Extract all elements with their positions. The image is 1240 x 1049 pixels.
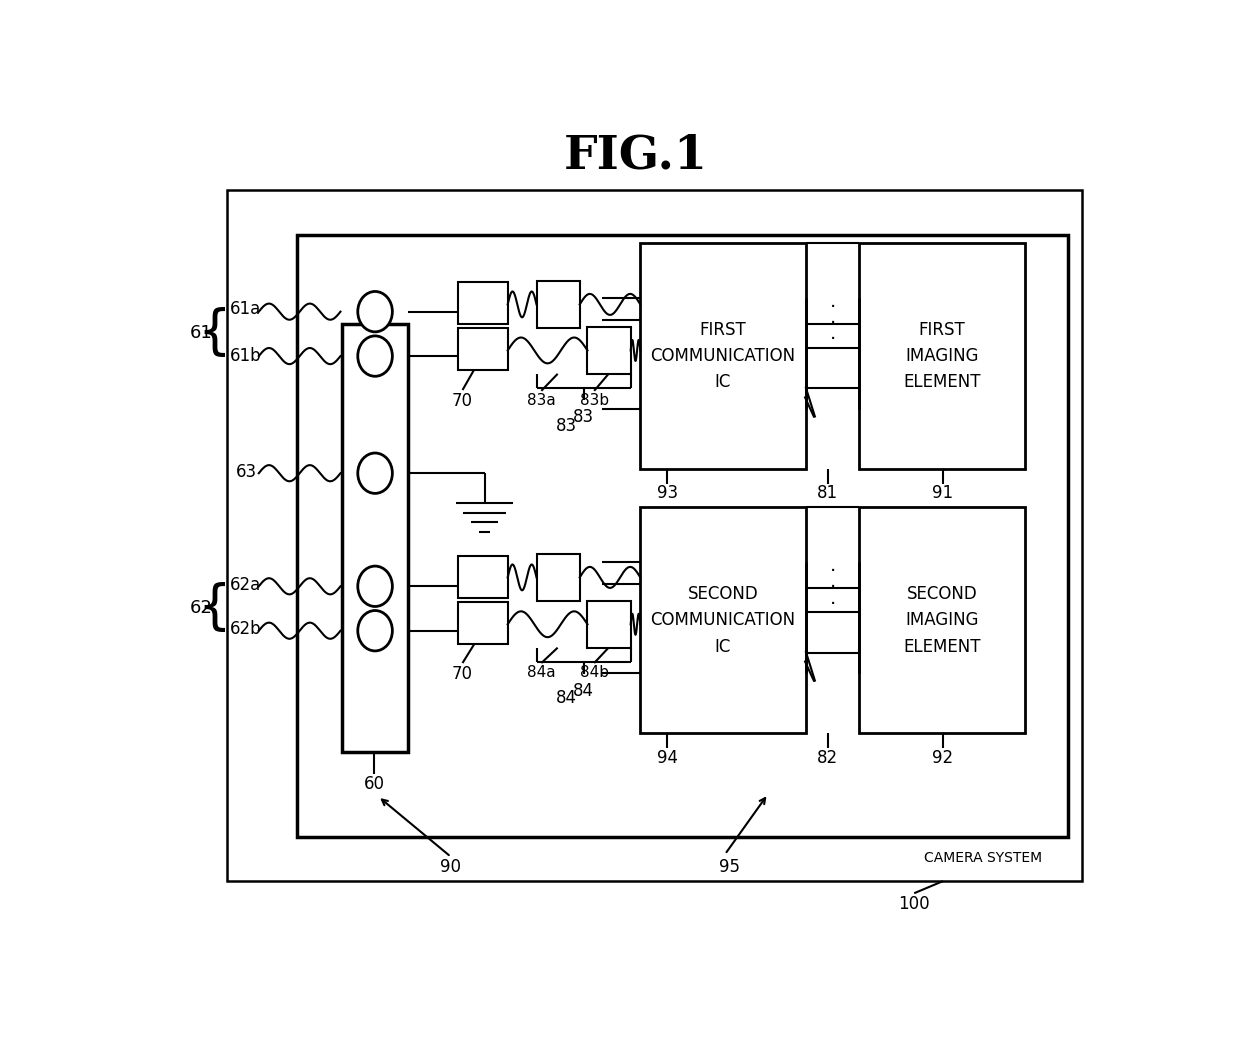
Text: SECOND
IMAGING
ELEMENT: SECOND IMAGING ELEMENT xyxy=(903,584,981,656)
Text: 83: 83 xyxy=(556,418,577,435)
Bar xyxy=(458,327,507,370)
Text: 83b: 83b xyxy=(579,393,609,408)
Text: 61a: 61a xyxy=(229,300,260,318)
Ellipse shape xyxy=(358,611,392,650)
Text: 84: 84 xyxy=(556,689,577,707)
Bar xyxy=(458,282,507,324)
Text: ·: · xyxy=(830,330,836,349)
Bar xyxy=(227,191,1083,881)
Bar xyxy=(859,507,1024,733)
Text: 84a: 84a xyxy=(527,665,556,680)
Text: 84b: 84b xyxy=(579,665,609,680)
Text: ·: · xyxy=(830,595,836,614)
Text: ·: · xyxy=(830,562,836,581)
Bar xyxy=(588,601,631,647)
Text: SECOND
COMMUNICATION
IC: SECOND COMMUNICATION IC xyxy=(651,584,796,656)
Bar xyxy=(537,554,580,601)
Text: FIG.1: FIG.1 xyxy=(563,133,708,178)
Text: 90: 90 xyxy=(440,858,461,876)
Bar xyxy=(298,235,1068,837)
Text: 82: 82 xyxy=(817,749,838,767)
Bar xyxy=(458,556,507,598)
Text: 61b: 61b xyxy=(229,347,262,365)
Text: 61: 61 xyxy=(190,324,212,342)
Bar xyxy=(458,602,507,644)
Text: 93: 93 xyxy=(657,485,678,502)
Ellipse shape xyxy=(358,336,392,377)
Text: 83: 83 xyxy=(573,408,594,426)
Text: 91: 91 xyxy=(932,485,954,502)
Text: ·: · xyxy=(830,578,836,597)
Text: 70: 70 xyxy=(453,391,472,409)
Text: FIRST
IMAGING
ELEMENT: FIRST IMAGING ELEMENT xyxy=(903,321,981,391)
Text: FIRST
COMMUNICATION
IC: FIRST COMMUNICATION IC xyxy=(651,321,796,391)
Text: 83a: 83a xyxy=(527,393,556,408)
Bar xyxy=(640,243,806,469)
Bar xyxy=(859,243,1024,469)
Text: ·: · xyxy=(830,315,836,334)
Text: {: { xyxy=(197,582,232,634)
Ellipse shape xyxy=(358,566,392,606)
Text: {: { xyxy=(197,307,232,360)
Text: 81: 81 xyxy=(817,485,838,502)
Text: 60: 60 xyxy=(363,775,384,793)
Text: 62: 62 xyxy=(190,599,212,617)
Text: 92: 92 xyxy=(932,749,954,767)
Text: 62a: 62a xyxy=(229,576,260,594)
Text: 63: 63 xyxy=(236,463,257,480)
Ellipse shape xyxy=(358,292,392,331)
Text: 100: 100 xyxy=(898,895,930,913)
Bar xyxy=(342,324,408,752)
Text: 62b: 62b xyxy=(229,620,262,638)
Text: 94: 94 xyxy=(657,749,678,767)
Text: 84: 84 xyxy=(573,682,594,700)
Ellipse shape xyxy=(358,453,392,493)
Text: 70: 70 xyxy=(453,664,472,683)
Text: ·: · xyxy=(830,298,836,317)
Bar xyxy=(537,281,580,327)
Bar xyxy=(588,327,631,373)
Text: 95: 95 xyxy=(719,858,740,876)
Text: CAMERA SYSTEM: CAMERA SYSTEM xyxy=(924,851,1043,864)
Bar xyxy=(640,507,806,733)
